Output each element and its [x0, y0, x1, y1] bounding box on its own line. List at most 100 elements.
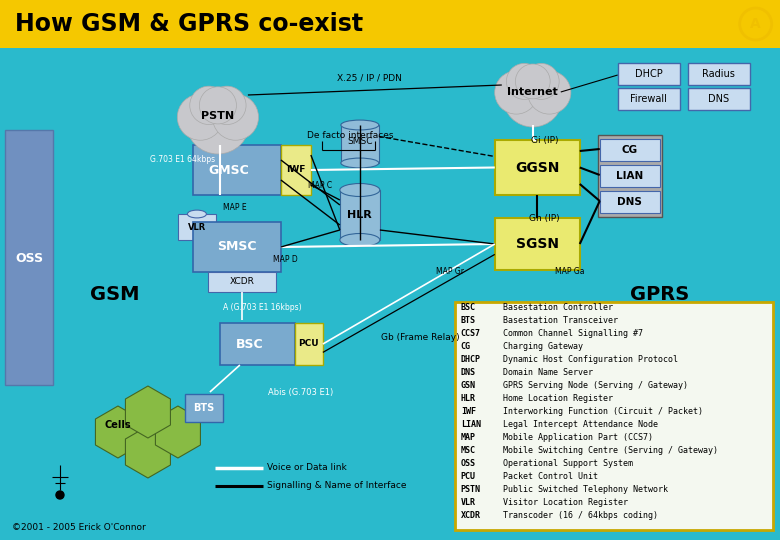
- Circle shape: [177, 94, 223, 140]
- Text: DHCP: DHCP: [635, 69, 662, 79]
- FancyBboxPatch shape: [455, 302, 773, 530]
- FancyBboxPatch shape: [600, 191, 660, 213]
- Ellipse shape: [340, 184, 380, 197]
- Text: SMSC: SMSC: [217, 240, 257, 253]
- FancyBboxPatch shape: [0, 0, 780, 48]
- Text: IWF: IWF: [461, 407, 476, 416]
- Text: Basestation Transceiver: Basestation Transceiver: [503, 316, 618, 326]
- Text: Packet Control Unit: Packet Control Unit: [503, 472, 597, 481]
- FancyBboxPatch shape: [597, 135, 661, 217]
- Text: Mobile Application Part (CCS7): Mobile Application Part (CCS7): [503, 433, 653, 442]
- Text: G.703 E1 64kbps: G.703 E1 64kbps: [150, 156, 215, 165]
- Text: Voice or Data link: Voice or Data link: [267, 463, 346, 472]
- Text: BTS: BTS: [461, 316, 476, 326]
- Text: MAP: MAP: [461, 433, 476, 442]
- FancyBboxPatch shape: [495, 140, 580, 195]
- Text: HLR: HLR: [347, 210, 372, 220]
- Text: Domain Name Server: Domain Name Server: [503, 368, 593, 377]
- Text: X.25 / IP / PDN: X.25 / IP / PDN: [338, 73, 402, 83]
- Text: De facto interfaces: De facto interfaces: [307, 131, 393, 139]
- Text: MSC: MSC: [461, 446, 476, 455]
- Text: Operational Support System: Operational Support System: [503, 459, 633, 468]
- Ellipse shape: [340, 233, 380, 246]
- Text: Dynamic Host Configuration Protocol: Dynamic Host Configuration Protocol: [503, 355, 678, 364]
- Circle shape: [523, 63, 559, 99]
- Text: Gb (Frame Relay): Gb (Frame Relay): [381, 333, 459, 341]
- Text: SMSC: SMSC: [347, 138, 373, 146]
- Text: GGSN: GGSN: [515, 160, 559, 174]
- Text: Interworking Function (Circuit / Packet): Interworking Function (Circuit / Packet): [503, 407, 703, 416]
- Text: VLR: VLR: [461, 498, 476, 507]
- Circle shape: [503, 67, 562, 127]
- Circle shape: [212, 94, 258, 140]
- FancyBboxPatch shape: [185, 394, 223, 422]
- Text: Home Location Register: Home Location Register: [503, 394, 613, 403]
- Text: CG: CG: [461, 342, 471, 352]
- FancyBboxPatch shape: [5, 130, 53, 385]
- Text: CG: CG: [622, 145, 638, 155]
- Text: MAP C: MAP C: [308, 180, 332, 190]
- Text: MAP D: MAP D: [272, 255, 297, 265]
- Circle shape: [207, 86, 246, 125]
- Ellipse shape: [341, 120, 379, 130]
- FancyBboxPatch shape: [600, 165, 660, 187]
- FancyBboxPatch shape: [341, 125, 379, 163]
- FancyBboxPatch shape: [618, 88, 679, 110]
- FancyBboxPatch shape: [0, 48, 780, 540]
- Text: A (G.703 E1 16kbps): A (G.703 E1 16kbps): [222, 303, 301, 313]
- Circle shape: [495, 71, 538, 114]
- Circle shape: [190, 86, 228, 125]
- FancyBboxPatch shape: [295, 323, 323, 365]
- Text: OSS: OSS: [461, 459, 476, 468]
- FancyBboxPatch shape: [178, 214, 216, 240]
- Text: DNS: DNS: [617, 197, 642, 207]
- Text: Gi (IP): Gi (IP): [531, 136, 558, 145]
- Text: DNS: DNS: [708, 94, 729, 104]
- Circle shape: [516, 64, 550, 99]
- Circle shape: [56, 491, 64, 499]
- Text: BSC: BSC: [461, 303, 476, 313]
- Text: BSC: BSC: [236, 338, 263, 350]
- Text: How GSM & GPRS co-exist: How GSM & GPRS co-exist: [15, 12, 363, 36]
- Text: PCU: PCU: [461, 472, 476, 481]
- Text: Legal Intercept Attendance Node: Legal Intercept Attendance Node: [503, 420, 658, 429]
- Text: OSS: OSS: [15, 252, 43, 265]
- FancyBboxPatch shape: [340, 190, 380, 240]
- Text: Charging Gateway: Charging Gateway: [503, 342, 583, 352]
- Circle shape: [186, 90, 250, 154]
- Ellipse shape: [341, 158, 379, 168]
- Text: XCDR: XCDR: [461, 510, 480, 519]
- Text: GSN: GSN: [461, 381, 476, 390]
- Circle shape: [506, 63, 542, 99]
- Text: MAP Ga: MAP Ga: [555, 267, 584, 276]
- Text: BTS: BTS: [193, 403, 215, 413]
- FancyBboxPatch shape: [281, 145, 311, 195]
- Text: MAP E: MAP E: [223, 202, 246, 212]
- Text: PSTN: PSTN: [461, 485, 480, 494]
- FancyBboxPatch shape: [688, 88, 750, 110]
- FancyBboxPatch shape: [495, 218, 580, 270]
- Text: Internet: Internet: [508, 87, 558, 97]
- Text: Abis (G.703 E1): Abis (G.703 E1): [268, 388, 333, 396]
- Text: PSTN: PSTN: [201, 111, 235, 121]
- Ellipse shape: [187, 210, 207, 218]
- Text: GMSC: GMSC: [208, 164, 250, 177]
- Text: IWF: IWF: [286, 165, 306, 174]
- Text: A: A: [750, 17, 761, 31]
- FancyBboxPatch shape: [193, 222, 281, 272]
- Text: GSM: GSM: [90, 286, 140, 305]
- FancyBboxPatch shape: [688, 63, 750, 85]
- Text: Common Channel Signalling #7: Common Channel Signalling #7: [503, 329, 643, 339]
- Text: CCS7: CCS7: [461, 329, 480, 339]
- Text: XCDR: XCDR: [229, 278, 254, 287]
- Text: Radius: Radius: [702, 69, 735, 79]
- Text: DNS: DNS: [461, 368, 476, 377]
- FancyBboxPatch shape: [600, 139, 660, 161]
- Text: GPRS: GPRS: [630, 286, 690, 305]
- Text: Signalling & Name of Interface: Signalling & Name of Interface: [267, 482, 406, 490]
- Text: Basestation Controller: Basestation Controller: [503, 303, 613, 313]
- Text: GPRS Serving Node (Serving / Gateway): GPRS Serving Node (Serving / Gateway): [503, 381, 688, 390]
- Text: Transcoder (16 / 64kbps coding): Transcoder (16 / 64kbps coding): [503, 510, 658, 519]
- Circle shape: [200, 87, 236, 124]
- Text: Gn (IP): Gn (IP): [530, 213, 560, 222]
